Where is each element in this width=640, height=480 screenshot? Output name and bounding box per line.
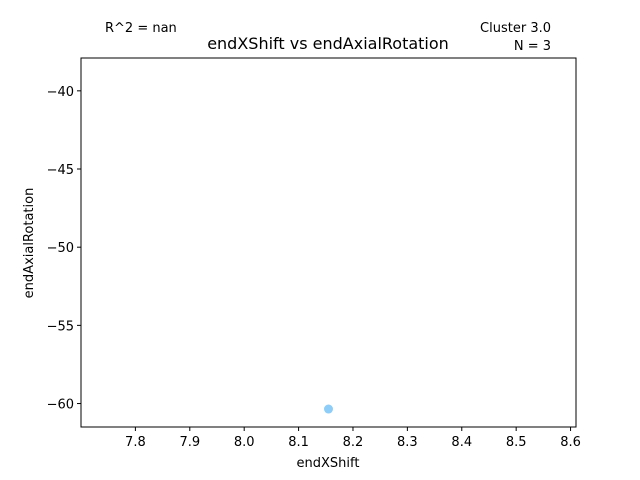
y-tick-label: −40 [47, 85, 74, 100]
y-tick-label: −55 [47, 319, 74, 334]
x-tick-label: 7.9 [179, 435, 200, 450]
x-tick-label: 8.2 [343, 435, 364, 450]
x-tick-label: 8.6 [560, 435, 581, 450]
x-axis-label: endXShift [297, 456, 360, 471]
n-annotation: N = 3 [514, 39, 551, 54]
x-tick-label: 8.3 [397, 435, 418, 450]
plot-frame [80, 57, 577, 428]
x-tick-label: 8.5 [506, 435, 527, 450]
cluster-annotation: Cluster 3.0 [480, 21, 551, 36]
r2-annotation: R^2 = nan [105, 21, 177, 36]
x-tick-label: 8.4 [451, 435, 472, 450]
x-tick-label: 8.0 [234, 435, 255, 450]
x-tick-label: 8.1 [288, 435, 309, 450]
data-point-1 [324, 404, 333, 414]
x-tick-label: 7.8 [125, 435, 146, 450]
y-tick-label: −45 [47, 163, 74, 178]
y-tick-label: −60 [47, 398, 74, 413]
y-axis-label: endAxialRotation [22, 188, 37, 299]
y-tick-label: −50 [47, 241, 74, 256]
chart-title: endXShift vs endAxialRotation [207, 34, 449, 53]
